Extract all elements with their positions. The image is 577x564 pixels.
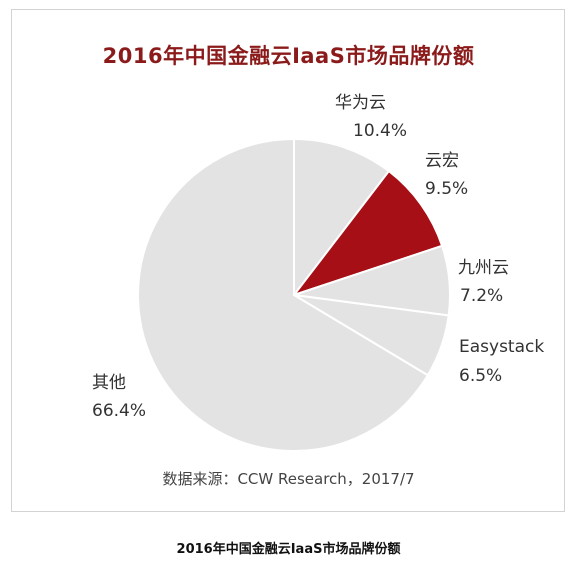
pie-slice	[293, 137, 391, 298]
pie-slice	[137, 137, 430, 452]
slice-value-label: 66.4%	[92, 401, 146, 421]
slice-name-label: 云宏	[425, 151, 459, 171]
slice-name-label: 九州云	[458, 258, 509, 278]
pie-slice	[291, 169, 444, 297]
slice-value-label: 10.4%	[353, 121, 407, 141]
slice-value-label: 9.5%	[425, 179, 468, 199]
figure-caption: 2016年中国金融云IaaS市场品牌份额	[176, 542, 401, 557]
chart-source: 数据来源：CCW Research，2017/7	[162, 470, 415, 488]
slice-name-label: Easystack	[459, 337, 544, 357]
slice-value-label: 7.2%	[460, 286, 503, 306]
slice-value-label: 6.5%	[459, 366, 502, 386]
chart-title: 2016年中国金融云IaaS市场品牌份额	[102, 44, 475, 68]
slice-name-label: 其他	[92, 373, 126, 393]
slice-name-label: 华为云	[335, 93, 386, 113]
